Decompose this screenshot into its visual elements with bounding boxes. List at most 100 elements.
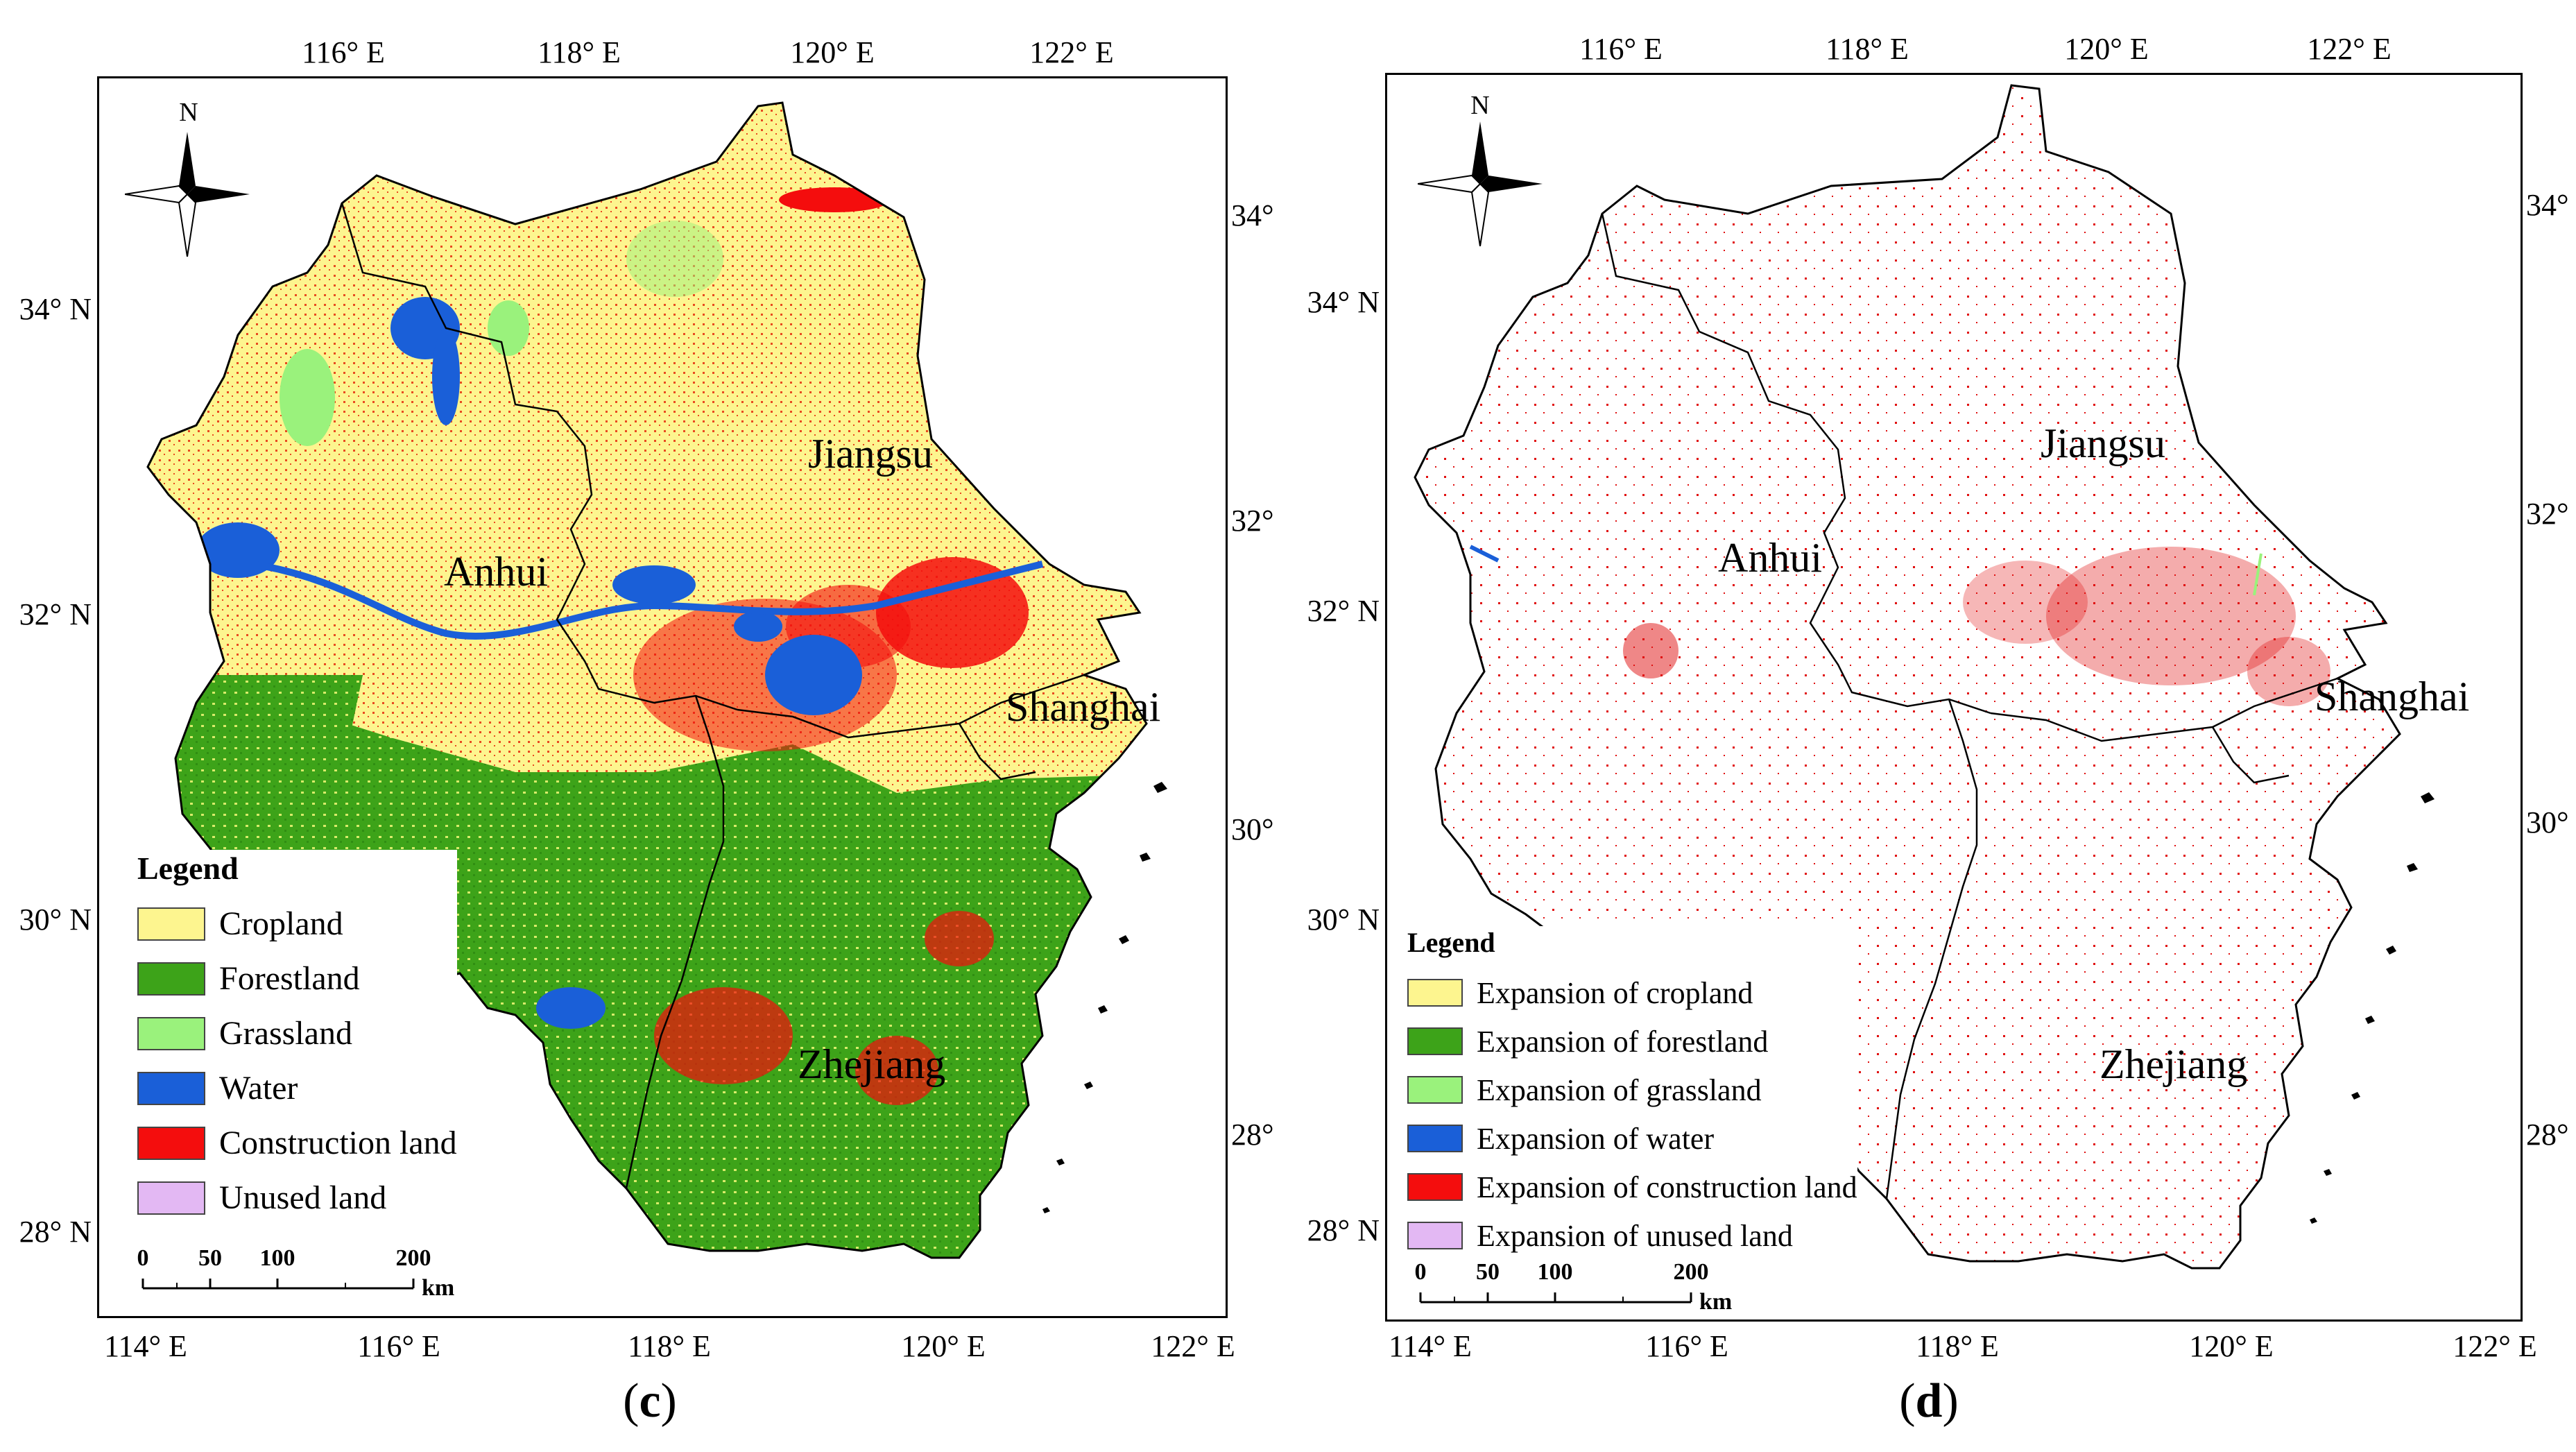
legend-swatch: [1407, 1173, 1463, 1201]
bottom-tick: 116° E: [1645, 1329, 1728, 1363]
left-tick: 30° N: [19, 903, 92, 937]
legend-label: Expansion of forestland: [1477, 1024, 1769, 1059]
legend-item-expansion-unused-land: Expansion of unused land: [1407, 1211, 1857, 1260]
caption-letter: c: [639, 1374, 661, 1428]
bottom-tick: 122° E: [2453, 1329, 2537, 1363]
caption-close: ): [660, 1374, 677, 1428]
legend-swatch: [137, 1181, 205, 1215]
left-tick: 32° N: [1307, 594, 1380, 628]
legend-swatch: [1407, 979, 1463, 1007]
region-label-zhejiang: Zhejiang: [798, 1041, 946, 1087]
legend-item-cropland: Cropland: [137, 896, 457, 951]
scale-label: 50: [198, 1245, 222, 1271]
region-label-shanghai: Shanghai: [2315, 674, 2470, 719]
scale-bar: 0 50 100 200: [1414, 1259, 1709, 1315]
legend-label: Unused land: [219, 1179, 387, 1216]
right-tick: 32°: [1231, 504, 1274, 538]
bottom-tick: 122° E: [1151, 1329, 1235, 1363]
bottom-tick: 120° E: [2189, 1329, 2274, 1363]
scale-label: 200: [395, 1245, 431, 1271]
legend-label: Expansion of water: [1477, 1121, 1715, 1156]
region-label-shanghai: Shanghai: [1006, 684, 1161, 730]
top-tick: 120° E: [2064, 32, 2149, 66]
legend-item-expansion-grassland: Expansion of grassland: [1407, 1066, 1857, 1114]
scale-label: 50: [1476, 1259, 1500, 1285]
right-tick: 28°: [2526, 1118, 2569, 1152]
legend-label: Expansion of construction land: [1477, 1170, 1857, 1204]
scale-label: 100: [259, 1245, 295, 1271]
map-panel-c: 116° E 118° E 120° E 122° E 114° E 116° …: [19, 35, 1274, 1429]
legend-swatch: [137, 962, 205, 996]
left-tick: 28° N: [1307, 1213, 1380, 1247]
legend-label: Cropland: [219, 905, 343, 942]
legend-label: Expansion of unused land: [1477, 1218, 1793, 1253]
legend-swatch: [137, 1016, 205, 1050]
region-label-jiangsu: Jiangsu: [2041, 420, 2165, 466]
left-tick: 28° N: [19, 1215, 92, 1249]
legend-label: Water: [219, 1070, 298, 1107]
map-panel-d: 116° E 118° E 120° E 122° E 114° E 116° …: [1288, 0, 2576, 1452]
scale-bar: 0 50 100 200: [137, 1245, 431, 1301]
left-tick: 34° N: [1307, 285, 1380, 319]
north-label: N: [1470, 91, 1490, 120]
legend-swatch: [1407, 1222, 1463, 1249]
region-label-anhui: Anhui: [1718, 535, 1822, 581]
bottom-tick: 118° E: [1916, 1329, 1999, 1363]
scale-label: 200: [1673, 1259, 1709, 1285]
legend-swatch: [1407, 1027, 1463, 1055]
legend-swatch: [1407, 1076, 1463, 1104]
legend-item-forestland: Forestland: [137, 951, 457, 1006]
scale-bar-line: [1419, 1292, 1692, 1304]
right-tick: 28°: [1231, 1118, 1274, 1152]
scale-label: 0: [1414, 1259, 1427, 1285]
scale-label: 100: [1537, 1259, 1573, 1285]
legend-item-expansion-forestland: Expansion of forestland: [1407, 1017, 1857, 1066]
bottom-tick: 116° E: [357, 1329, 440, 1363]
legend-item-expansion-cropland: Expansion of cropland: [1407, 968, 1857, 1017]
legend-title: Legend: [137, 851, 239, 886]
legend-label: Expansion of cropland: [1477, 975, 1753, 1010]
legend-title: Legend: [1407, 927, 1495, 958]
legend-item-water: Water: [137, 1061, 457, 1116]
legend-swatch: [1407, 1125, 1463, 1152]
legend-swatch: [137, 1071, 205, 1105]
top-tick: 122° E: [1029, 35, 1114, 69]
right-tick: 34°: [1231, 198, 1274, 232]
bottom-tick: 120° E: [901, 1329, 986, 1363]
top-tick: 118° E: [538, 35, 621, 69]
top-tick: 118° E: [1826, 32, 1909, 66]
legend-label: Forestland: [219, 960, 360, 997]
scale-unit: km: [422, 1275, 455, 1301]
north-arrow-icon: [1418, 121, 1543, 246]
region-label-jiangsu: Jiangsu: [808, 431, 933, 477]
legend-item-construction-land: Construction land: [137, 1116, 457, 1170]
legend-label: Grassland: [219, 1015, 352, 1052]
left-tick: 30° N: [1307, 903, 1380, 937]
top-tick: 122° E: [2307, 32, 2392, 66]
caption-letter: d: [1915, 1374, 1943, 1428]
legend-item-expansion-water: Expansion of water: [1407, 1114, 1857, 1163]
left-tick: 34° N: [19, 292, 92, 326]
legend: Legend Cropland Forestland Grassland Wat…: [137, 850, 457, 1225]
top-tick: 116° E: [1579, 32, 1663, 66]
legend-item-expansion-construction-land: Expansion of construction land: [1407, 1163, 1857, 1211]
panel-caption: (c): [623, 1374, 677, 1429]
scale-label: 0: [137, 1245, 149, 1271]
right-tick: 30°: [2526, 805, 2569, 839]
legend-item-unused-land: Unused land: [137, 1170, 457, 1225]
north-arrow-icon: [125, 132, 250, 257]
left-tick: 32° N: [19, 597, 92, 631]
north-label: N: [179, 98, 198, 127]
panel-caption: (d): [1899, 1374, 1959, 1429]
caption-close: ): [1942, 1374, 1959, 1428]
right-tick: 32°: [2526, 497, 2569, 531]
top-tick: 120° E: [790, 35, 875, 69]
bottom-tick: 114° E: [104, 1329, 187, 1363]
legend-swatch: [137, 907, 205, 941]
legend: Legend Expansion of cropland Expansion o…: [1407, 926, 1857, 1260]
scale-bar-line: [141, 1279, 415, 1290]
region-label-anhui: Anhui: [444, 549, 548, 595]
right-tick: 30°: [1231, 812, 1274, 846]
right-tick: 34°: [2526, 188, 2569, 222]
legend-item-grassland: Grassland: [137, 1006, 457, 1061]
